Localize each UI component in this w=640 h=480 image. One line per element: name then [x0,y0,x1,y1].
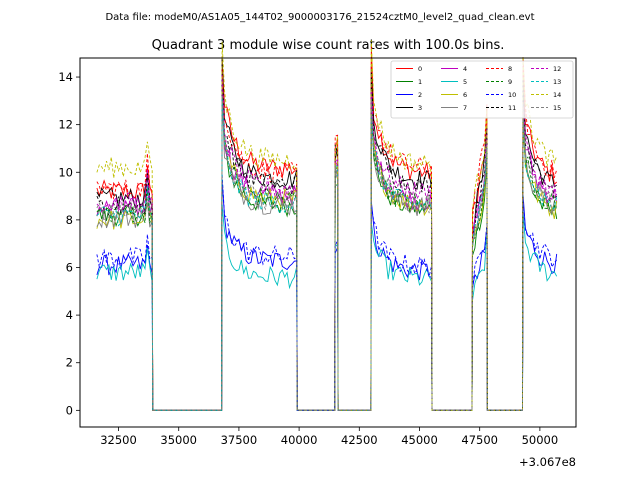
legend-label-4: 4 [463,65,467,73]
legend-label-2: 2 [418,91,422,99]
legend-box [390,60,574,119]
legend-label-7: 7 [463,104,467,112]
y-axis: 0 2 4 6 8 10 12 14 [58,70,80,417]
legend-label-10: 10 [508,91,516,99]
legend-label-6: 6 [463,91,467,99]
legend-label-9: 9 [508,78,512,86]
legend-label-11: 11 [508,104,516,112]
legend-label-14: 14 [553,91,561,99]
series-line-8 [96,45,558,411]
x-tick-label: 37500 [221,433,258,447]
legend-label-15: 15 [553,104,561,112]
plot-area [96,40,558,411]
figure-suptitle: Data file: modeM0/AS1A05_144T02_90000031… [105,12,534,23]
legend-label-3: 3 [418,104,422,112]
y-tick-label: 4 [66,308,73,322]
y-tick-label: 2 [66,356,73,370]
legend-label-1: 1 [418,78,422,86]
legend-label-8: 8 [508,65,512,73]
x-tick-label: 35000 [160,433,197,447]
x-tick-label: 45000 [401,433,438,447]
x-tick-label: 50000 [522,433,559,447]
y-tick-label: 14 [58,70,73,84]
x-tick-label: 32500 [100,433,137,447]
y-tick-label: 8 [66,213,73,227]
x-tick-label: 47500 [461,433,498,447]
legend-label-5: 5 [463,78,467,86]
series-line-12 [96,74,558,411]
y-tick-label: 10 [58,165,73,179]
x-axis: 32500 35000 37500 40000 42500 45000 47500 50000 [100,427,558,447]
x-tick-label: 42500 [341,433,378,447]
chart-title: Quadrant 3 module wise count rates with … [152,38,505,53]
y-tick-label: 6 [66,260,73,274]
series-line-14 [96,40,558,411]
series-line-15 [96,95,558,411]
x-tick-label: 40000 [281,433,318,447]
axes-frame [79,57,577,428]
legend-label-13: 13 [553,78,561,86]
y-tick-label: 12 [58,118,73,132]
legend-label-0: 0 [418,65,422,73]
legend-label-12: 12 [553,65,561,73]
y-tick-label: 0 [66,403,73,417]
x-offset-label: +3.067e8 [519,455,576,469]
